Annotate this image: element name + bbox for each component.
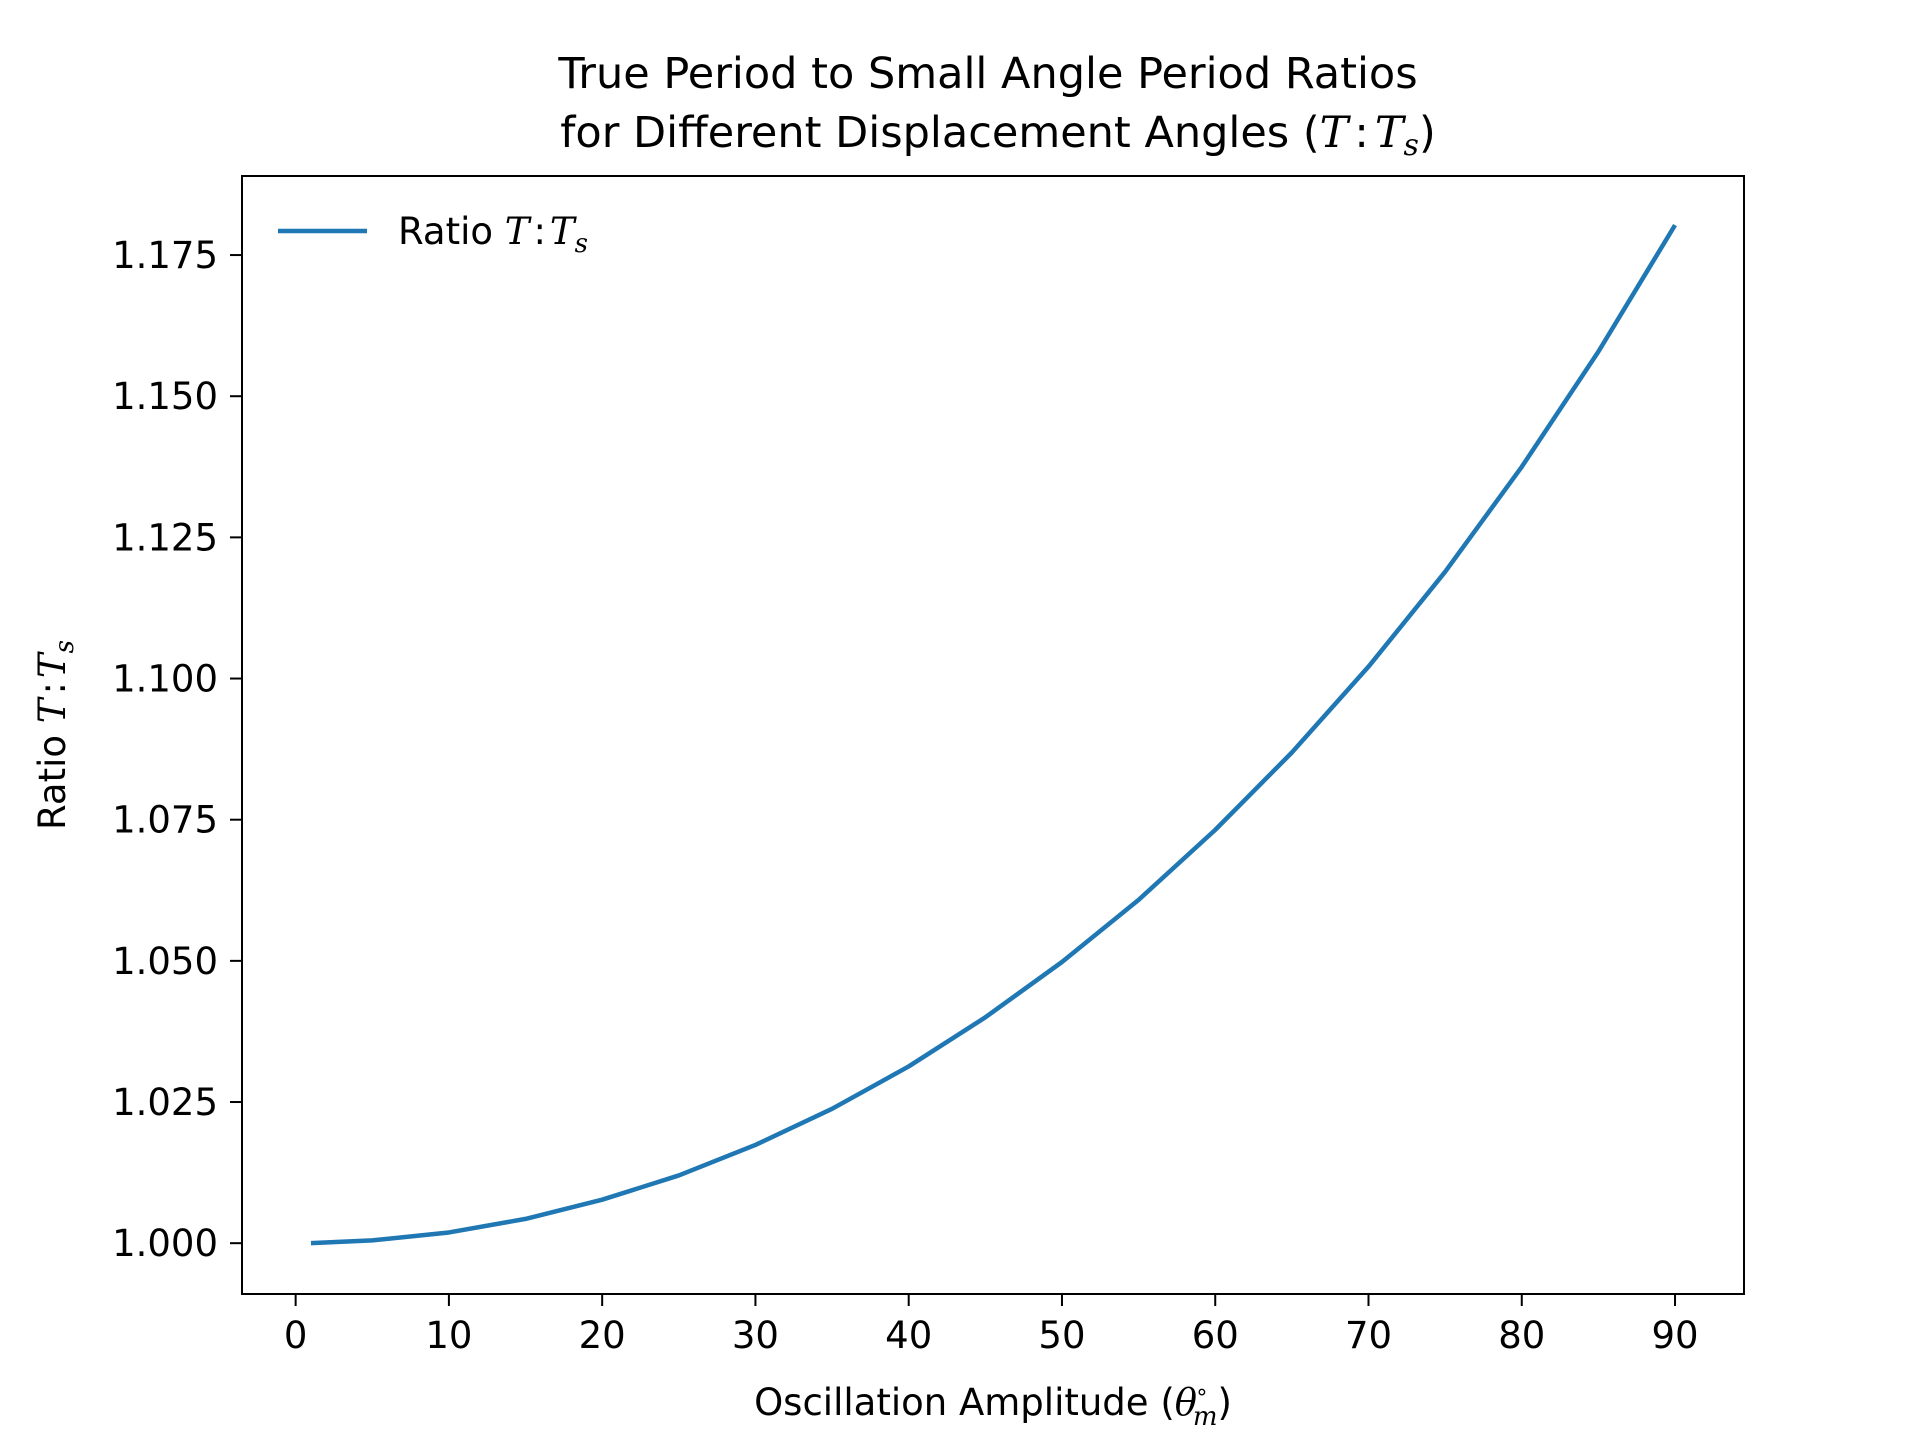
y-axis: 1.000 1.025 1.050 1.075 1.100 1.125 1.150 1.175 xyxy=(112,234,242,1265)
y-axis-label: Ratio T:Ts xyxy=(31,640,80,830)
x-tick-label: 10 xyxy=(425,1314,472,1357)
y-tick-label: 1.150 xyxy=(112,375,218,418)
x-tick-label: 70 xyxy=(1345,1314,1392,1357)
series-layer xyxy=(310,223,1677,1246)
x-axis: 0 10 20 30 40 50 60 70 80 90 xyxy=(284,1294,1699,1357)
x-tick-label: 60 xyxy=(1192,1314,1239,1357)
x-tick-label: 90 xyxy=(1651,1314,1698,1357)
y-tick-label: 1.100 xyxy=(112,658,218,701)
x-tick-label: 30 xyxy=(732,1314,779,1357)
x-tick-label: 50 xyxy=(1038,1314,1085,1357)
x-tick-label: 0 xyxy=(284,1314,308,1357)
y-tick-label: 1.000 xyxy=(112,1222,218,1265)
chart-title-line1: True Period to Small Angle Period Ratios xyxy=(557,49,1417,99)
y-tick-label: 1.125 xyxy=(112,516,218,559)
series-line-ratio xyxy=(310,223,1677,1246)
y-tick-label: 1.050 xyxy=(112,940,218,983)
x-axis-label: Oscillation Amplitude (θ∘ m) xyxy=(754,1380,1232,1432)
y-tick-label: 1.075 xyxy=(112,799,218,842)
x-tick-label: 80 xyxy=(1498,1314,1545,1357)
plot-area-frame xyxy=(241,175,1745,1295)
legend: Ratio T: Ts xyxy=(278,210,588,259)
x-tick-label: 20 xyxy=(579,1314,626,1357)
x-tick-label: 40 xyxy=(885,1314,932,1357)
y-tick-label: 1.025 xyxy=(112,1081,218,1124)
y-tick-label: 1.175 xyxy=(112,234,218,277)
chart-title-line2: for Different Displacement Angles (T: Ts) xyxy=(560,108,1435,163)
legend-label: Ratio T: Ts xyxy=(398,210,588,259)
